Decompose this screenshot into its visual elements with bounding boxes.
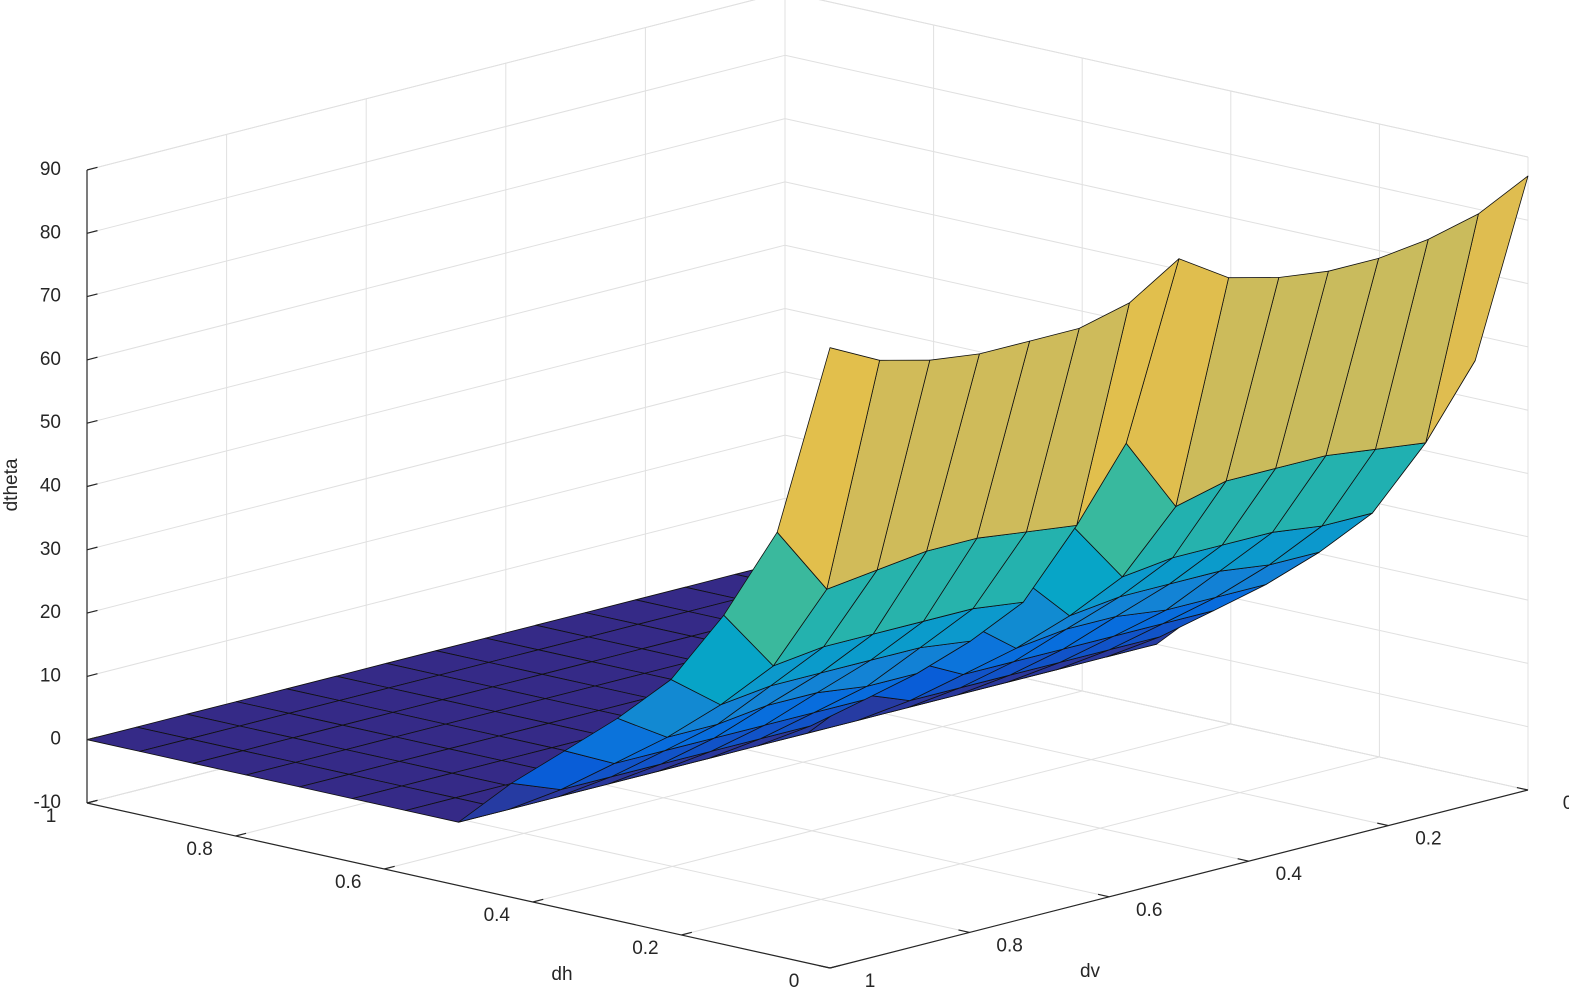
z-tick-mark	[86, 546, 98, 551]
y-tick-mark	[1377, 822, 1389, 827]
z-tick-label: 0	[50, 729, 61, 750]
z-tick-label: 20	[40, 602, 61, 623]
y-axis-label: dv	[1080, 961, 1101, 982]
x-tick-label: 0.8	[186, 839, 212, 860]
z-tick-mark	[86, 736, 98, 741]
z-grid-line	[86, 371, 786, 551]
z-tick-mark	[86, 293, 98, 298]
y-tick-mark	[1097, 893, 1110, 898]
y-tick-mark	[818, 964, 831, 969]
x-tick-mark	[86, 799, 98, 804]
x-grid-line	[532, 723, 1231, 903]
y-tick-label: 0.4	[1276, 864, 1303, 885]
y-tick-mark	[958, 929, 970, 933]
x-tick-mark	[532, 898, 544, 903]
z-axis-label: dtheta	[1, 458, 22, 511]
x-grid-line	[681, 756, 1380, 936]
x-tick-label: 1	[46, 806, 57, 827]
x-tick-mark	[235, 832, 247, 837]
z-tick-mark	[86, 609, 98, 614]
z-grid-line	[86, 118, 786, 298]
box-edge	[818, 0, 1529, 158]
y-tick-label: 0	[1563, 793, 1569, 814]
z-tick-label: 10	[40, 665, 61, 686]
z-grid-line	[86, 181, 786, 361]
y-axis-line	[829, 789, 1529, 969]
x-grid-line	[384, 690, 1083, 870]
z-tick-mark	[86, 483, 98, 488]
z-tick-mark	[86, 419, 98, 424]
z-grid-line	[784, 54, 1529, 221]
z-grid-line	[86, 497, 786, 677]
surface-face	[776, 347, 880, 590]
z-tick-mark	[86, 356, 98, 361]
z-tick-mark	[86, 673, 98, 677]
y-tick-mark	[1237, 858, 1249, 862]
z-tick-label: 70	[40, 286, 61, 307]
z-grid-line	[86, 434, 786, 614]
z-tick-label: 50	[40, 412, 61, 433]
x-tick-mark	[681, 931, 693, 936]
x-tick-label: 0.4	[484, 905, 511, 926]
z-tick-label: 40	[40, 476, 61, 497]
z-grid-line	[818, 0, 1529, 158]
x-axis-label: dh	[551, 964, 572, 985]
x-axis-line	[86, 802, 831, 969]
x-tick-mark	[384, 865, 395, 870]
x-tick-label: 0	[789, 971, 800, 989]
z-tick-label: 30	[40, 539, 61, 560]
y-tick-label: 0.8	[996, 935, 1022, 956]
x-tick-label: 0.2	[632, 938, 658, 959]
z-tick-label: 60	[40, 349, 61, 370]
z-tick-mark	[86, 166, 98, 171]
z-grid-line	[86, 244, 786, 424]
z-grid-line	[86, 0, 756, 171]
x-tick-mark	[829, 964, 841, 969]
z-tick-label: 90	[40, 159, 61, 180]
z-grid-line	[86, 54, 786, 234]
z-tick-mark	[86, 230, 98, 234]
y-tick-label: 0.6	[1136, 900, 1162, 921]
y-tick-mark	[1516, 786, 1529, 791]
x-tick-label: 0.6	[335, 872, 361, 893]
y-tick-label: 1	[865, 971, 876, 989]
z-grid-line	[86, 308, 786, 487]
y-tick-label: 0.2	[1415, 829, 1441, 850]
z-tick-label: 80	[40, 222, 61, 243]
z-tick-label: -10	[34, 792, 61, 813]
